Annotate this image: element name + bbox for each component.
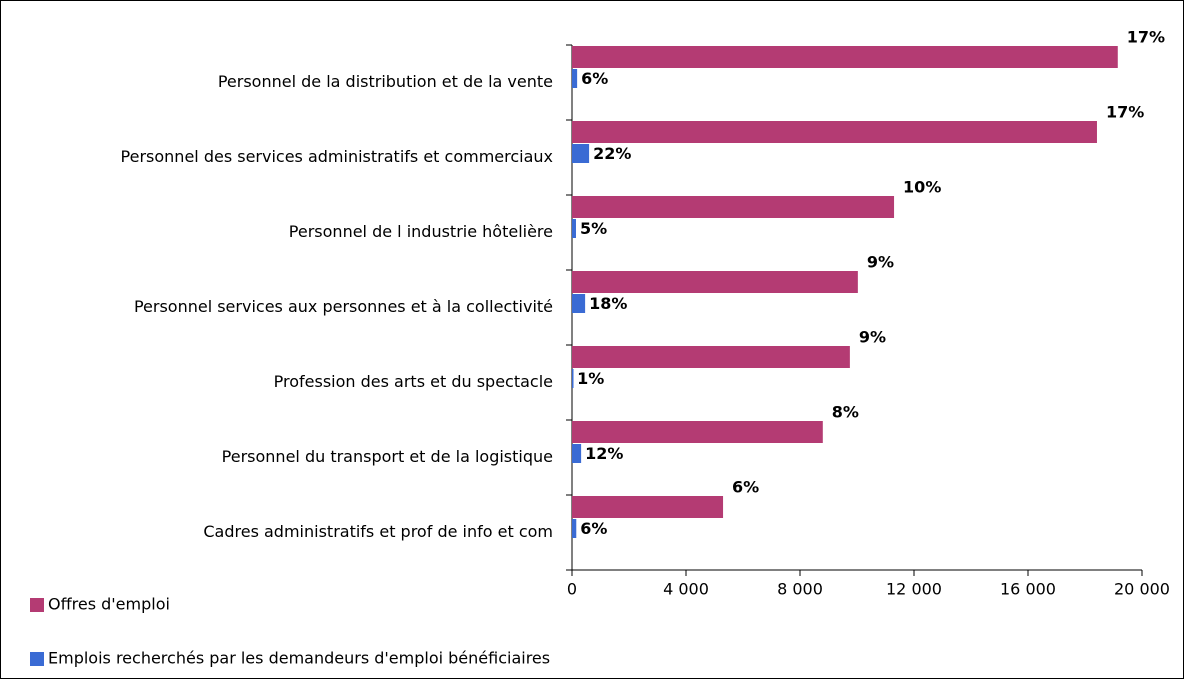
data-label: 6% [732, 478, 759, 497]
category-label: Personnel du transport et de la logistiq… [222, 447, 553, 466]
data-label: 17% [1127, 28, 1165, 47]
data-label: 6% [581, 69, 608, 88]
category-label: Cadres administratifs et prof de info et… [203, 522, 553, 541]
data-label: 10% [903, 178, 941, 197]
category-label: Personnel services aux personnes et à la… [134, 297, 553, 316]
data-label: 18% [589, 294, 627, 313]
x-tick-label: 0 [567, 580, 577, 599]
bar [572, 346, 850, 368]
bar [572, 219, 576, 238]
legend-swatch [30, 652, 44, 666]
x-tick-label: 4 000 [663, 580, 709, 599]
data-label: 8% [832, 403, 859, 422]
category-label: Profession des arts et du spectacle [274, 372, 553, 391]
category-label: Personnel de la distribution et de la ve… [218, 72, 553, 91]
bar [572, 496, 724, 518]
bar [572, 369, 574, 388]
x-tick-label: 20 000 [1114, 580, 1170, 599]
bar [572, 271, 858, 293]
data-label: 17% [1106, 103, 1144, 122]
bar [572, 294, 586, 313]
data-label: 22% [593, 144, 631, 163]
data-label: 9% [867, 253, 894, 272]
legend-label: Emplois recherchés par les demandeurs d'… [48, 649, 550, 668]
bar [572, 444, 582, 463]
data-label: 9% [859, 328, 886, 347]
category-label: Personnel de l industrie hôtelière [289, 222, 553, 241]
legend-swatch [30, 598, 44, 612]
data-label: 12% [585, 444, 623, 463]
data-label: 1% [577, 369, 604, 388]
legend-label: Offres d'emploi [48, 595, 170, 614]
x-tick-label: 16 000 [1000, 580, 1056, 599]
bar [572, 421, 823, 443]
bar [572, 46, 1118, 68]
data-label: 5% [580, 219, 607, 238]
bar [572, 144, 590, 163]
bar [572, 519, 577, 538]
x-tick-label: 12 000 [886, 580, 942, 599]
category-label: Personnel des services administratifs et… [121, 147, 553, 166]
data-label: 6% [580, 519, 607, 538]
x-tick-label: 8 000 [777, 580, 823, 599]
bar [572, 196, 895, 218]
bar [572, 69, 578, 88]
bar [572, 121, 1097, 143]
